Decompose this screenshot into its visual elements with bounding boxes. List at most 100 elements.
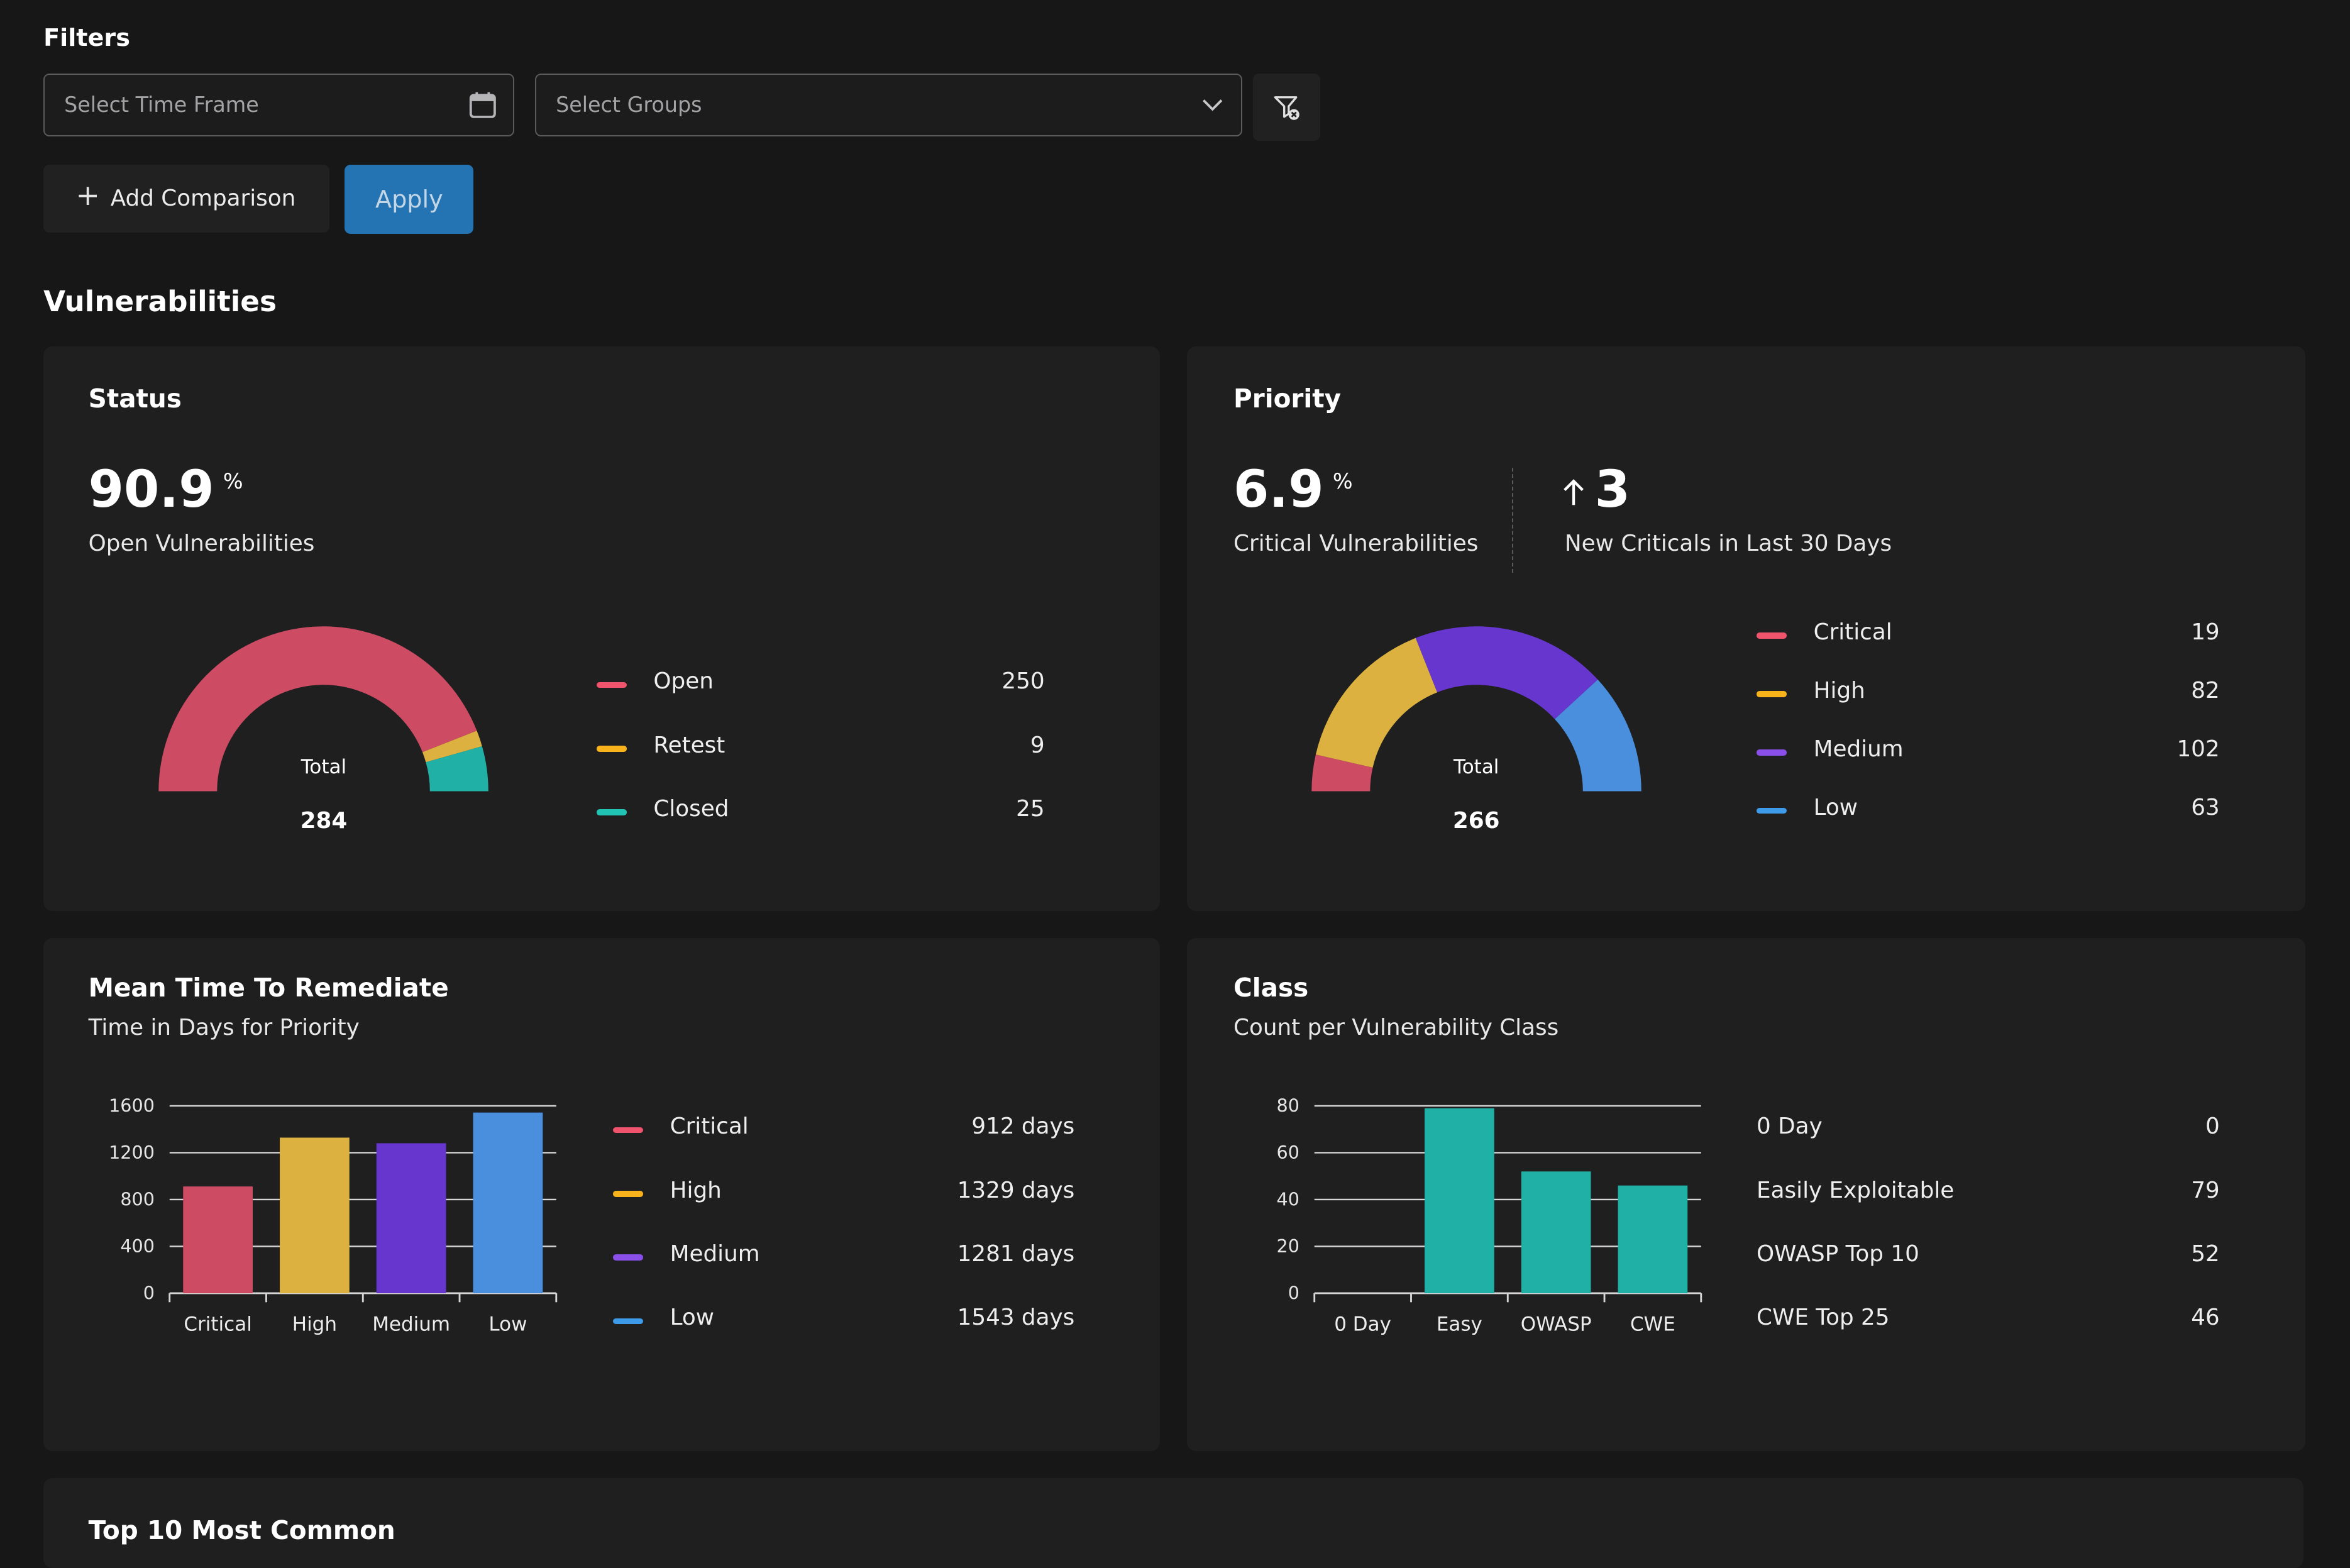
status-gauge [158, 626, 489, 792]
time-frame-input[interactable]: Select Time Frame [43, 73, 514, 136]
legend-label: CWE Top 25 [1757, 1305, 1890, 1331]
class-subtitle: Count per Vulnerability Class [1233, 1014, 1559, 1041]
legend-item: Critical 19 [1757, 619, 2220, 649]
priority-card [1187, 346, 2305, 912]
y-tick-label: 800 [120, 1189, 155, 1210]
legend-swatch [1757, 632, 1787, 639]
legend-label: Medium [670, 1240, 760, 1267]
legend-value: 0 [2205, 1113, 2220, 1140]
legend-value: 102 [2176, 736, 2220, 762]
mttr-title: Mean Time To Remediate [88, 973, 449, 1003]
legend-swatch [613, 1254, 643, 1261]
bar-high [279, 1137, 350, 1294]
gauge-segment-retest [422, 731, 483, 763]
legend-item: Easily Exploitable 79 [1757, 1178, 2220, 1208]
critical-caption: Critical Vulnerabilities [1233, 530, 1479, 556]
legend-label: Closed [653, 795, 729, 822]
legend-value: 1281 days [957, 1240, 1075, 1267]
legend-value: 19 [2191, 619, 2220, 645]
stat-divider [1512, 467, 1514, 573]
y-tick-label: 80 [1277, 1095, 1299, 1117]
open-percent: 90.9% [89, 460, 243, 519]
legend-item: High 82 [1757, 678, 2220, 708]
legend-value: 46 [2191, 1305, 2220, 1331]
x-tick-label: Low [488, 1313, 527, 1336]
percent-unit: % [223, 469, 243, 494]
legend-value: 9 [1030, 732, 1045, 758]
plus-icon [77, 185, 98, 212]
legend-value: 1543 days [957, 1305, 1075, 1331]
legend-item: CWE Top 25 46 [1757, 1305, 2220, 1335]
x-tick-label: 0 Day [1334, 1313, 1391, 1336]
legend-item: Low 1543 days [613, 1305, 1074, 1335]
legend-label: 0 Day [1757, 1113, 1823, 1140]
groups-select[interactable]: Select Groups [535, 73, 1243, 136]
legend-item: 0 Day 0 [1757, 1113, 2220, 1144]
calendar-icon[interactable] [468, 90, 498, 125]
legend-item: Closed 25 [596, 795, 1045, 826]
class-bar-chart: 0 20 40 60 80 0 Day Easy OWASP CWE [1277, 1095, 1702, 1336]
class-title: Class [1233, 973, 1309, 1003]
priority-legend: Critical 19 High 82 Medium 102 Low 63 [1757, 619, 2220, 859]
x-tick-label: Critical [184, 1313, 251, 1336]
priority-total-label: Total [1454, 755, 1499, 778]
gauge-segment-medium [1415, 626, 1598, 720]
legend-label: Low [1813, 794, 1858, 820]
legend-swatch [596, 682, 627, 688]
status-total: 284 [300, 807, 348, 834]
legend-swatch [613, 1318, 643, 1325]
priority-total: 266 [1452, 807, 1500, 834]
legend-item: OWASP Top 10 52 [1757, 1241, 2220, 1271]
x-tick-label: Medium [372, 1313, 450, 1336]
x-tick-label: OWASP [1521, 1313, 1592, 1336]
bar-critical [182, 1186, 253, 1294]
legend-swatch [613, 1191, 643, 1197]
new-criticals-value: 3 [1594, 460, 1630, 519]
y-tick-label: 0 [1288, 1283, 1299, 1304]
time-frame-placeholder: Select Time Frame [64, 92, 259, 118]
new-criticals-caption: New Criticals in Last 30 Days [1564, 530, 1892, 556]
filter-clear-icon [1274, 94, 1301, 127]
legend-label: OWASP Top 10 [1757, 1240, 1919, 1267]
legend-value: 52 [2191, 1240, 2220, 1267]
legend-label: Critical [670, 1113, 749, 1140]
clear-filter-button[interactable] [1253, 73, 1321, 141]
legend-label: Medium [1813, 736, 1904, 762]
gauge-segment-low [1554, 680, 1641, 792]
bar-owasp [1521, 1171, 1591, 1294]
open-percent-value: 90.9 [88, 460, 214, 519]
legend-label: Critical [1813, 619, 1892, 645]
legend-item: Retest 9 [596, 732, 1045, 763]
filters-heading: Filters [43, 24, 130, 52]
legend-label: Low [670, 1305, 715, 1331]
add-comparison-button[interactable]: Add Comparison [43, 165, 330, 233]
legend-label: Open [653, 668, 714, 695]
gauge-segment-open [158, 626, 477, 792]
apply-button[interactable]: Apply [345, 165, 474, 234]
mttr-legend: Critical 912 days High 1329 days Medium 1281 … [613, 1113, 1074, 1353]
legend-value: 82 [2191, 677, 2220, 704]
bar-medium [376, 1143, 446, 1294]
percent-unit: % [1332, 469, 1353, 494]
section-title: Vulnerabilities [43, 284, 277, 318]
bar-low [473, 1112, 543, 1294]
status-legend: Open 250 Retest 9 Closed 25 [596, 668, 1045, 848]
legend-swatch [1757, 749, 1787, 756]
y-tick-label: 40 [1277, 1189, 1299, 1210]
legend-item: Open 250 [596, 668, 1045, 698]
class-card [1187, 938, 2305, 1451]
legend-value: 912 days [971, 1113, 1075, 1140]
status-title: Status [88, 384, 182, 414]
bar-easy [1425, 1108, 1494, 1294]
top10-title: Top 10 Most Common [88, 1515, 395, 1546]
mttr-subtitle: Time in Days for Priority [88, 1014, 360, 1041]
x-tick-label: CWE [1630, 1313, 1675, 1336]
critical-percent: 6.9% [1233, 460, 1353, 519]
bar-cwe [1618, 1186, 1688, 1294]
class-legend: 0 Day 0 Easily Exploitable 79 OWASP Top 10 52… [1757, 1113, 2220, 1353]
y-tick-label: 60 [1277, 1142, 1299, 1163]
legend-item: Critical 912 days [613, 1113, 1074, 1144]
legend-item: High 1329 days [613, 1178, 1074, 1208]
status-card [43, 346, 1161, 912]
